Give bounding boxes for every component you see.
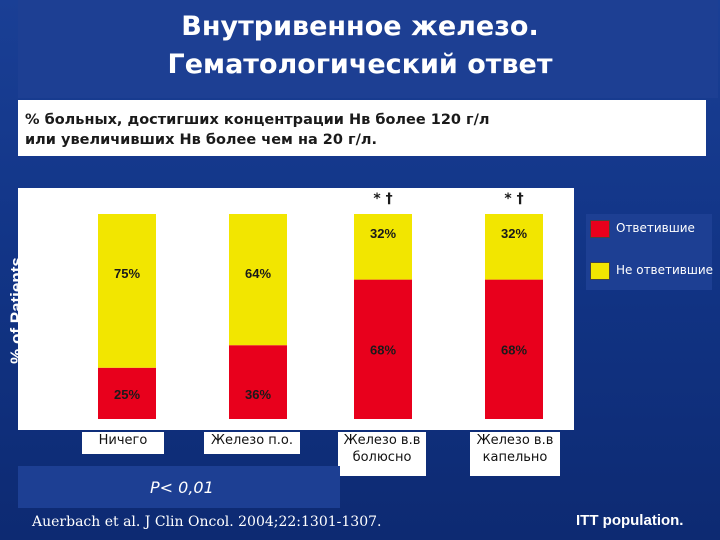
y-tick-label-1: 20 [40,370,56,386]
y-tick-label-4: 80 [40,247,56,263]
citation: Auerbach et al. J Clin Oncol. 2004;22:13… [32,514,382,530]
data-label-responders-0: 25% [114,387,140,402]
bar-nonresponders-1 [229,214,287,346]
data-label-nonresponders-1: 64% [245,266,271,281]
bar-nonresponders-0 [98,214,156,368]
itt-population-note: ITT population. [576,512,684,529]
p-value: P< 0,01 [150,478,214,497]
legend-label-nonresponders: Не ответившие [616,263,714,277]
bar-responders-0 [98,367,156,419]
bar-nonresponders-2 [354,214,412,280]
y-tick-label-2: 40 [40,329,56,345]
y-tick-label-0: 0 [48,411,56,427]
data-label-nonresponders-2: 32% [370,226,396,241]
slide-subtitle: % больных, достигших концентрации Нв бол… [25,110,705,150]
significance-marker-3: * † [504,191,523,207]
bar-responders-2 [354,279,412,419]
category-label-2: Железо в.в болюсно [338,432,426,476]
data-label-responders-2: 68% [370,342,396,357]
p-value-panel [18,466,340,508]
data-label-responders-3: 68% [501,342,527,357]
subtitle-panel [18,100,706,156]
y-tick-label-3: 60 [40,288,56,304]
bar-responders-1 [229,345,287,419]
category-label-1: Железо п.о. [204,432,300,454]
category-label-0: Ничего [82,432,164,454]
y-axis-title: % of Patients [7,257,26,364]
bar-responders-3 [485,279,543,419]
legend-swatch-responders [590,220,610,238]
subtitle-line-2: или увеличивших Нв более чем на 20 г/л. [25,132,378,148]
data-label-nonresponders-3: 32% [501,226,527,241]
data-label-responders-1: 36% [245,387,271,402]
y-tick-label-5: 100 [33,206,57,222]
subtitle-line-1: % больных, достигших концентрации Нв бол… [25,112,490,128]
bar-nonresponders-3 [485,214,543,280]
category-label-3: Железо в.в капельно [470,432,560,476]
title-line-2: Гематологический ответ [167,49,553,80]
title-panel [18,0,718,98]
legend-label-responders: Ответившие [616,221,695,235]
legend-swatch-nonresponders [590,262,610,280]
significance-marker-2: * † [373,191,392,207]
data-label-nonresponders-0: 75% [114,266,140,281]
title-line-1: Внутривенное железо. [181,11,539,42]
slide-title: Внутривенное железо. Гематологический от… [0,8,720,84]
